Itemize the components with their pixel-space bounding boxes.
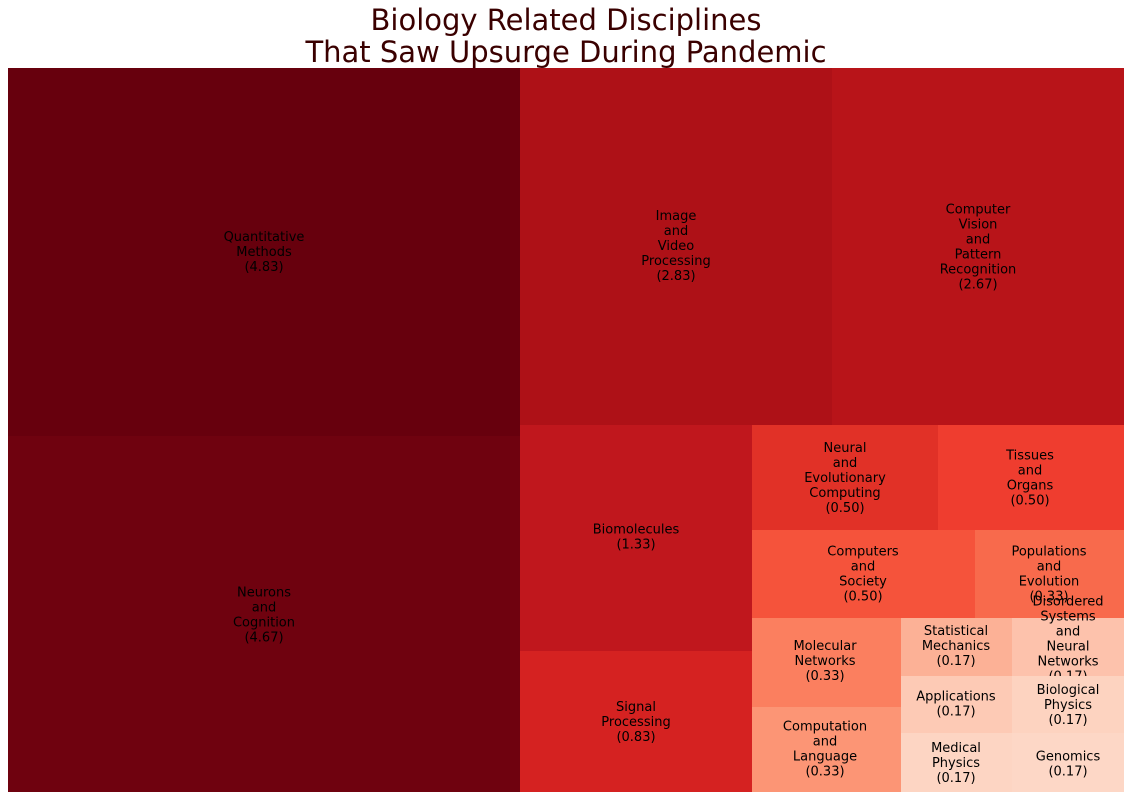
- tile-neurons-and-cognition: Neurons and Cognition (4.67): [8, 436, 520, 792]
- tile-computation-and-language: Computation and Language (0.33): [752, 707, 901, 792]
- tile-biomolecules: Biomolecules (1.33): [520, 425, 752, 651]
- tile-molecular-networks: Molecular Networks (0.33): [752, 618, 901, 707]
- tile-computer-vision-and-pattern-recognition: Computer Vision and Pattern Recognition (2.67…: [832, 68, 1124, 425]
- tile-image-and-video-processing: Image and Video Processing (2.83): [520, 68, 832, 425]
- tile-quantitative-methods: Quantitative Methods (4.83): [8, 68, 520, 436]
- tile-genomics: Genomics (0.17): [1012, 733, 1124, 792]
- tile-label-medical-physics: Medical Physics (0.17): [931, 741, 981, 786]
- tile-computers-and-society: Computers and Society (0.50): [752, 530, 975, 618]
- tile-statistical-mechanics: Statistical Mechanics (0.17): [901, 618, 1012, 676]
- tile-applications: Applications (0.17): [901, 676, 1012, 733]
- tile-signal-processing: Signal Processing (0.83): [520, 651, 752, 792]
- tile-label-tissues-and-organs: Tissues and Organs (0.50): [1005, 448, 1054, 508]
- tile-biological-physics: Biological Physics (0.17): [1012, 676, 1124, 733]
- tile-medical-physics: Medical Physics (0.17): [901, 733, 1012, 792]
- tile-tissues-and-organs: Tissues and Organs (0.50): [938, 425, 1124, 530]
- tile-neural-and-evolutionary-computing: Neural and Evolutionary Computing (0.50): [752, 425, 938, 530]
